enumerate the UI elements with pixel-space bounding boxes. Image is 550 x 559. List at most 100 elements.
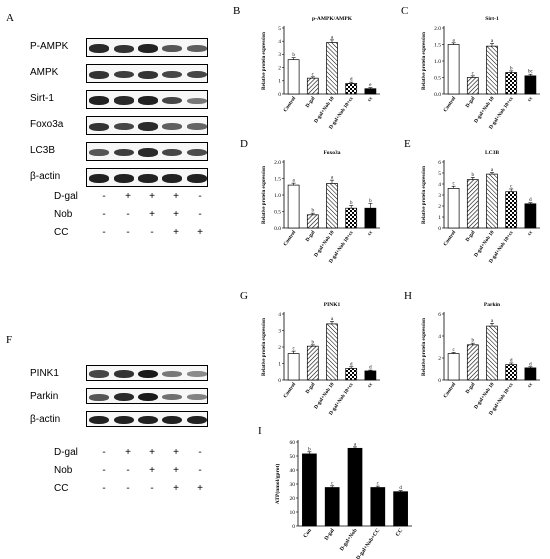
significance-letter: c: [292, 347, 295, 352]
y-axis-label: Relative protein expression: [422, 32, 427, 90]
x-tick-label: D-gal: [465, 95, 477, 109]
blot-label-1: AMPK: [30, 67, 59, 78]
significance-letter: c: [377, 482, 380, 487]
bar: [347, 447, 363, 527]
x-tick-label: Control: [282, 381, 297, 399]
blot-band: [186, 371, 207, 377]
blot-label-4: LC3B: [30, 145, 56, 156]
y-tick-label: 0: [278, 92, 281, 98]
significance-letter: a: [331, 35, 334, 40]
treatment-sign: -: [102, 483, 106, 494]
chart-title: PINK1: [324, 302, 341, 308]
blot-label-2: Sirt-1: [30, 93, 54, 104]
treatment-sign: -: [126, 483, 130, 494]
y-axis-label: Relative protein expression: [422, 318, 427, 376]
bar: [447, 353, 460, 381]
blot-strip-5: [86, 168, 208, 187]
blot-band: [113, 122, 134, 131]
blot-band: [137, 122, 158, 131]
y-tick-label: 1: [278, 79, 281, 85]
y-tick-label: 1.5: [434, 42, 441, 48]
treatment-sign: +: [149, 191, 155, 202]
x-tick-label: cc: [526, 95, 534, 103]
significance-letter: a: [491, 319, 494, 324]
treatment-sign: -: [150, 483, 154, 494]
bar: [524, 367, 537, 381]
blot-band: [113, 148, 134, 157]
treatment-sign: -: [102, 227, 106, 238]
y-tick-label: 5: [438, 171, 441, 177]
y-tick-label: 0: [438, 378, 441, 384]
treatment-sign: +: [149, 209, 155, 220]
x-tick-label: Control: [282, 229, 297, 247]
significance-letter: d: [350, 78, 353, 83]
blot-band: [137, 70, 158, 79]
x-tick-label: Con: [303, 528, 314, 539]
blot-band: [89, 96, 110, 105]
y-tick-label: 0: [278, 378, 281, 384]
bar: [466, 77, 479, 95]
blot-band: [89, 370, 110, 378]
treatment-sign: +: [173, 227, 179, 238]
significance-letter: c: [452, 348, 455, 353]
blot-band: [162, 393, 183, 401]
treatment-label-0: D-gal: [54, 191, 78, 202]
y-tick-label: 5: [278, 26, 281, 32]
blot-band: [186, 148, 207, 157]
bar: [364, 88, 377, 95]
treatment-sign: -: [126, 465, 130, 476]
bar: [447, 44, 460, 95]
chart-title: Sirt-1: [485, 16, 499, 22]
bar: [324, 487, 340, 527]
treatment-sign: -: [198, 191, 202, 202]
treatment-sign: +: [173, 209, 179, 220]
significance-letter: a: [491, 168, 494, 173]
y-tick-label: 4: [438, 182, 441, 188]
panel-letter-e: E: [404, 138, 411, 150]
blot-band: [113, 415, 134, 425]
treatment-label-0: D-gal: [54, 447, 78, 458]
blot-strip-2: [86, 411, 208, 427]
significance-letter: b: [472, 339, 475, 344]
y-tick-label: 40: [290, 468, 296, 474]
bar: [287, 184, 300, 229]
chart-title: Foxo3a: [323, 150, 340, 156]
y-tick-label: 0.5: [434, 75, 441, 81]
chart-title: Parkin: [484, 302, 500, 308]
x-tick-label: D-gal+Nob: [339, 528, 359, 553]
treatment-sign: -: [126, 209, 130, 220]
y-tick-label: 3: [278, 328, 281, 334]
bar: [505, 72, 518, 95]
x-tick-label: Control: [442, 381, 457, 399]
significance-letter: b: [292, 53, 295, 58]
blot-band: [162, 174, 183, 183]
blot-band: [186, 415, 207, 425]
significance-letter: c: [472, 71, 475, 76]
blot-strip-1: [86, 64, 208, 83]
bar: [486, 325, 498, 381]
blot-band: [89, 44, 110, 53]
blot-band: [186, 123, 207, 130]
chart-parkin: Parkin Relative protein expression 0 2 4 6 c Co…: [422, 302, 540, 417]
bar: [302, 453, 317, 527]
treatment-sign: +: [125, 191, 131, 202]
bar: [326, 183, 338, 229]
y-tick-label: 1.0: [434, 59, 441, 65]
bar: [326, 323, 338, 381]
y-tick-label: 2: [278, 65, 281, 71]
blot-band: [186, 45, 207, 52]
y-tick-label: 0.0: [274, 226, 281, 232]
treatment-sign: +: [173, 191, 179, 202]
bar: [466, 179, 479, 229]
y-tick-label: 0.0: [434, 92, 441, 98]
treatment-sign: -: [102, 465, 106, 476]
x-tick-label: CC: [395, 528, 404, 538]
blot-band: [137, 369, 158, 379]
treatment-sign: -: [198, 447, 202, 458]
treatment-label-1: Nob: [54, 465, 73, 476]
y-tick-label: 2.0: [274, 160, 281, 166]
x-tick-label: Control: [442, 229, 457, 247]
x-tick-label: D-gal: [465, 381, 477, 395]
bar: [287, 59, 300, 95]
y-tick-label: 30: [290, 482, 296, 488]
